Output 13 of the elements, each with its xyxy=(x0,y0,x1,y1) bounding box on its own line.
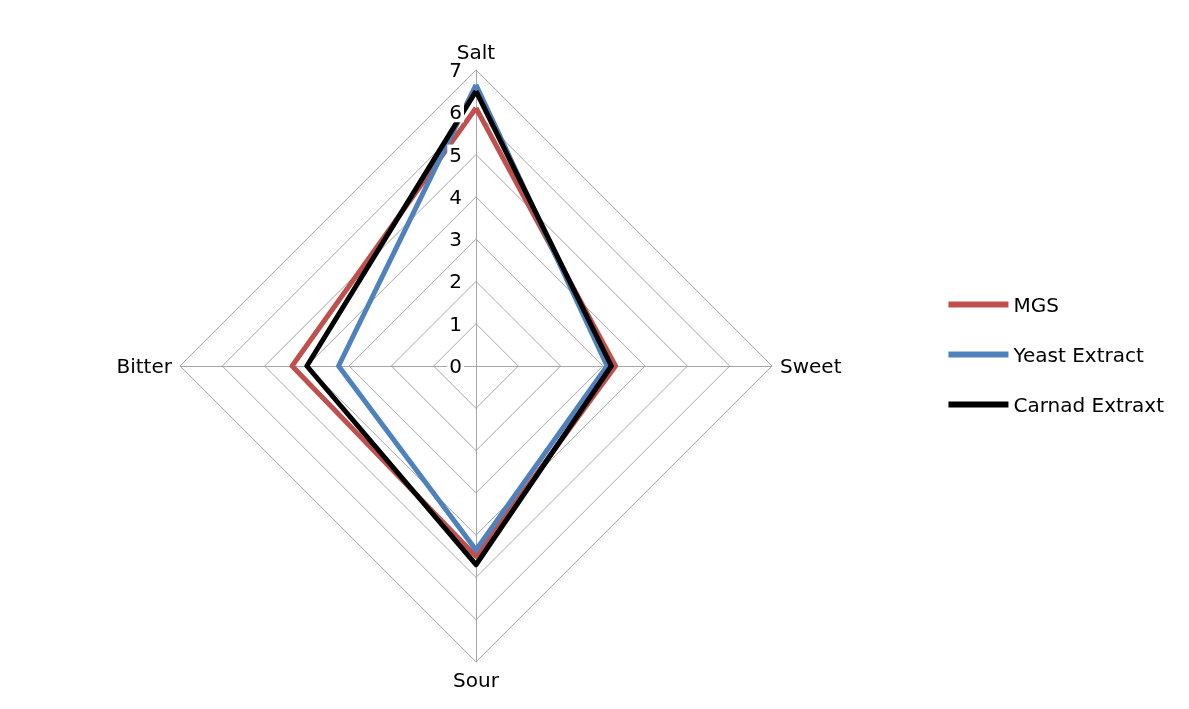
legend-label: Yeast Extract xyxy=(1012,342,1144,367)
y-tick-label: 3 xyxy=(449,227,462,252)
y-tick-label: 0 xyxy=(449,354,462,378)
y-tick-label: 6 xyxy=(449,100,462,125)
y-tick-label: 4 xyxy=(449,184,462,209)
y-tick-label: 2 xyxy=(449,269,462,294)
y-tick-label: 5 xyxy=(449,142,462,167)
y-tick-label: 1 xyxy=(449,311,462,336)
spoke-label: Sour xyxy=(453,668,500,692)
spoke-label: Bitter xyxy=(116,354,173,378)
legend-label: MGS xyxy=(1013,292,1059,317)
legend-label: Carnad Extraxt xyxy=(1013,392,1165,417)
spoke-label: Sweet xyxy=(780,354,842,378)
